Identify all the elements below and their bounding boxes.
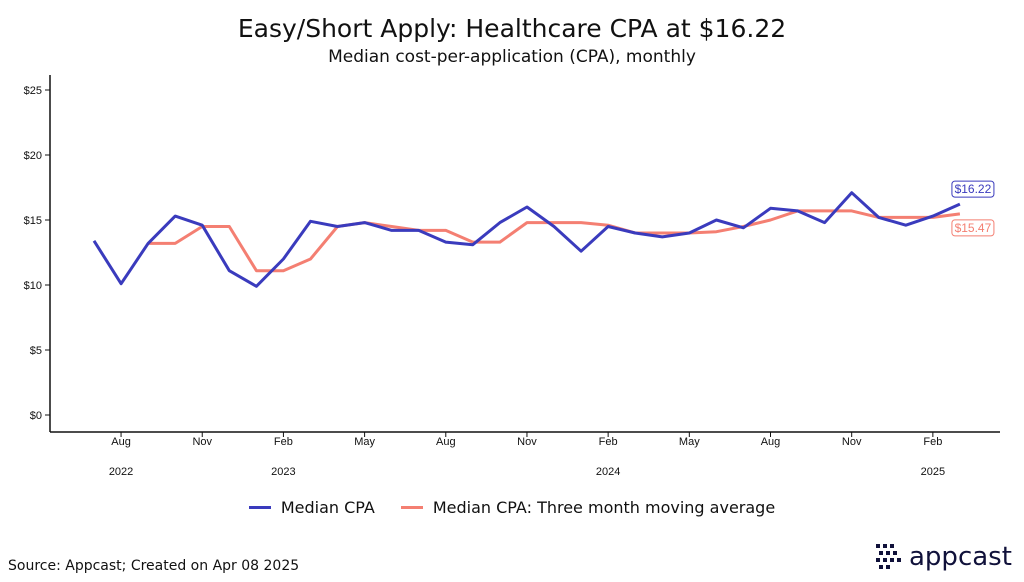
end-label-median-cpa: $16.22 bbox=[955, 182, 992, 196]
series-line-median-cpa bbox=[92, 191, 961, 288]
end-label-box-moving-average bbox=[951, 219, 995, 237]
y-tick-label: $5 bbox=[30, 345, 42, 357]
end-label-box-median-cpa bbox=[951, 180, 995, 198]
series-line-moving-average bbox=[148, 209, 961, 273]
y-tick-label: $20 bbox=[24, 150, 42, 162]
x-tick-label: Aug bbox=[761, 436, 781, 448]
legend-swatch-median-cpa bbox=[248, 506, 271, 509]
y-tick-label: $15 bbox=[24, 215, 42, 227]
legend-item-moving-average: Median CPA: Three month moving average bbox=[400, 498, 776, 517]
line-chart: $0 $5 $10 $15 $20 $25 Aug Nov Feb May Aug Nov Feb May… bbox=[24, 75, 1000, 478]
x-tick-label: May bbox=[354, 436, 375, 448]
x-year-label: 2025 bbox=[921, 466, 945, 478]
y-tick-label: $10 bbox=[24, 280, 42, 292]
x-tick-label: Nov bbox=[842, 436, 862, 448]
appcast-logo-text: appcast bbox=[909, 542, 1012, 572]
legend-swatch-moving-average bbox=[400, 506, 423, 509]
x-tick-label: Feb bbox=[923, 436, 942, 448]
chart-legend: Median CPA Median CPA: Three month movin… bbox=[0, 498, 1024, 517]
appcast-pixel-logo-icon bbox=[876, 544, 901, 569]
x-tick-label: Nov bbox=[192, 436, 212, 448]
end-label-moving-average: $15.47 bbox=[955, 221, 992, 235]
x-tick-label: Feb bbox=[599, 436, 618, 448]
legend-label-moving-average: Median CPA: Three month moving average bbox=[432, 498, 776, 517]
x-year-label: 2023 bbox=[271, 466, 295, 478]
y-tick-label: $0 bbox=[30, 410, 42, 422]
legend-item-median-cpa: Median CPA bbox=[248, 498, 375, 517]
legend-label-median-cpa: Median CPA bbox=[280, 498, 375, 517]
x-year-label: 2022 bbox=[109, 466, 133, 478]
x-tick-label: Aug bbox=[436, 436, 456, 448]
x-tick-label: Feb bbox=[274, 436, 293, 448]
x-year-label: 2024 bbox=[596, 466, 620, 478]
x-tick-label: Nov bbox=[517, 436, 537, 448]
chart-title: Easy/Short Apply: Healthcare CPA at $16.… bbox=[237, 14, 787, 43]
appcast-logo: appcast bbox=[876, 542, 1012, 572]
source-note: Source: Appcast; Created on Apr 08 2025 bbox=[8, 558, 300, 574]
y-tick-label: $25 bbox=[24, 85, 42, 97]
x-tick-label: Aug bbox=[111, 436, 131, 448]
chart-subtitle: Median cost-per-application (CPA), month… bbox=[328, 47, 696, 67]
x-tick-label: May bbox=[679, 436, 700, 448]
